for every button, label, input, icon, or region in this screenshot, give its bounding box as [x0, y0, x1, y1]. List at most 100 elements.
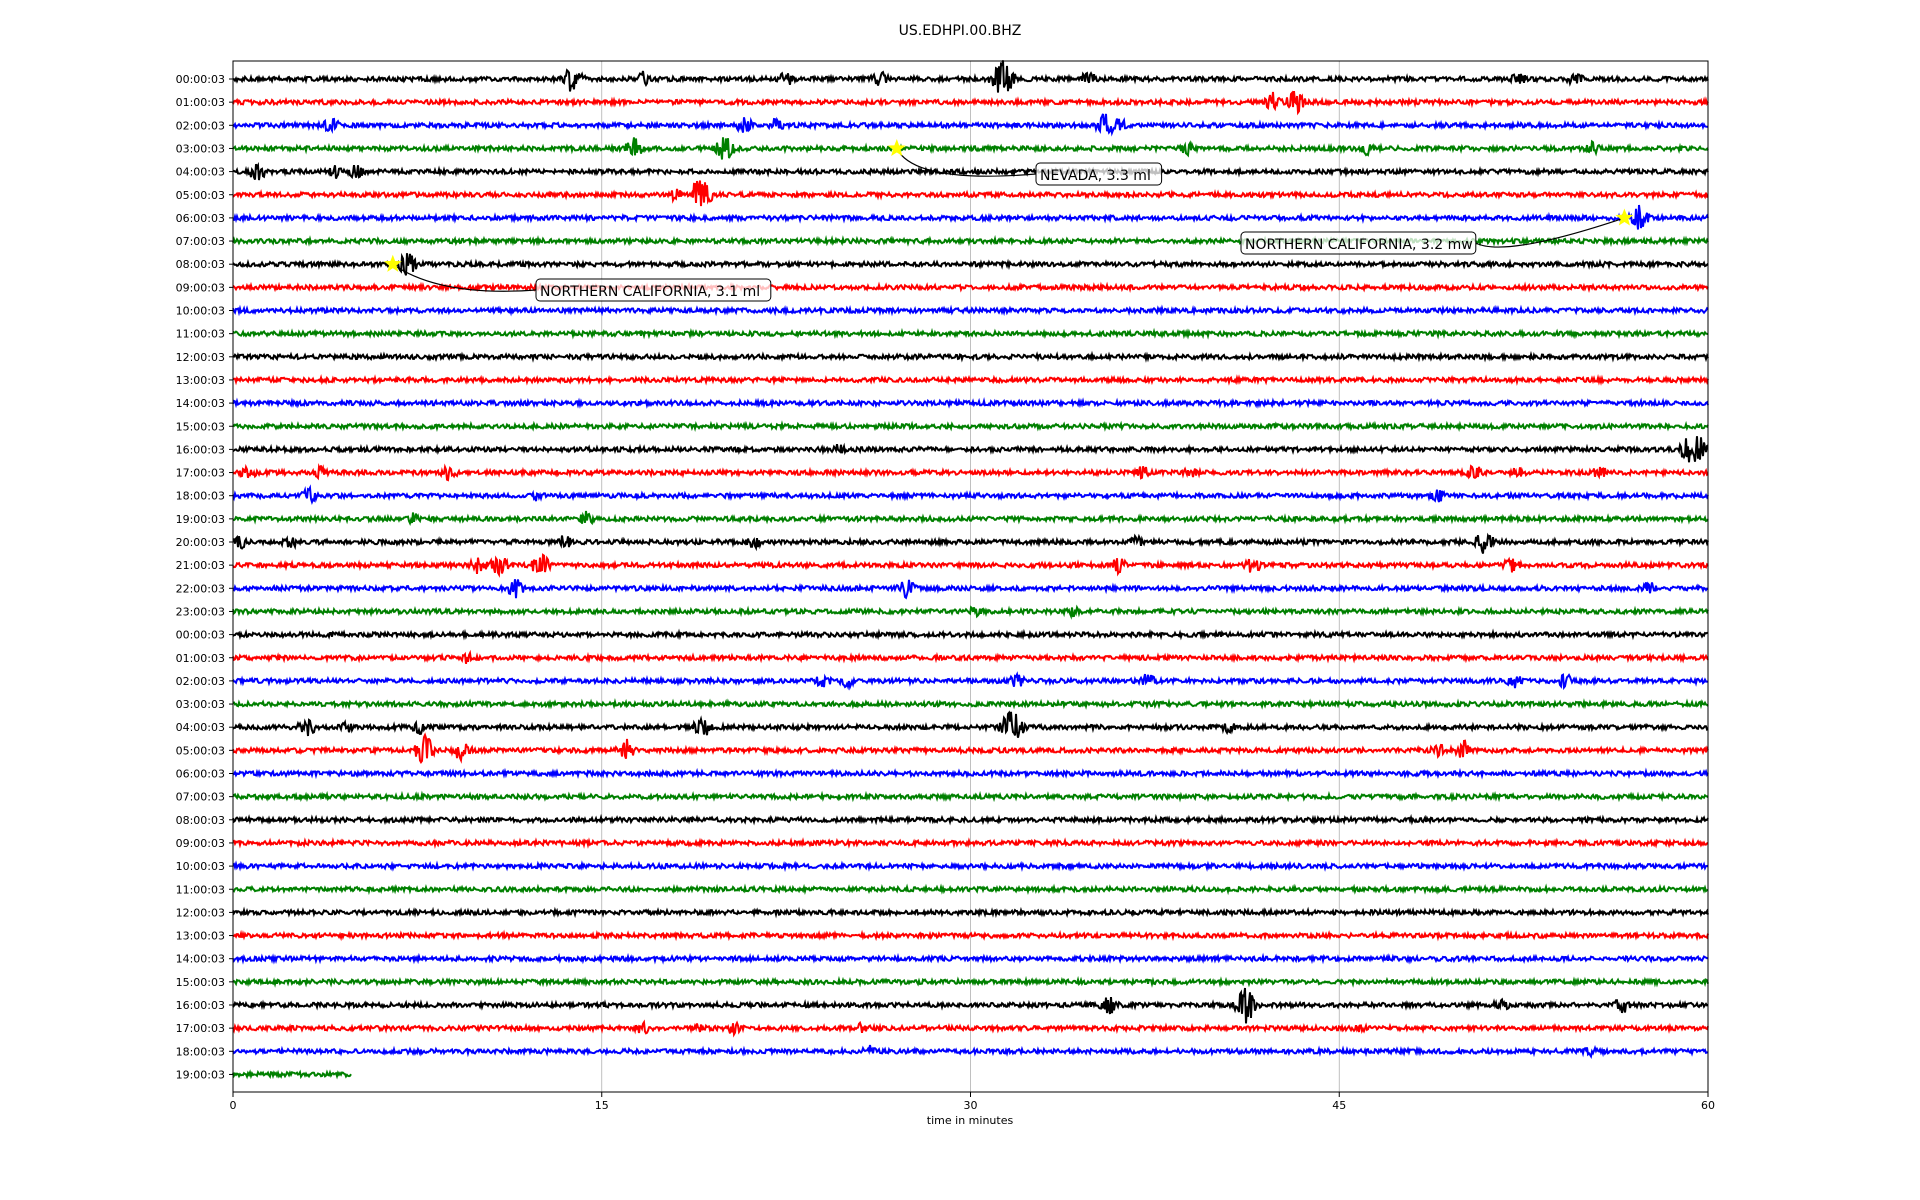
trace-row	[232, 60, 1709, 93]
row-time-label: 11:00:03	[176, 328, 225, 341]
trace-row	[232, 1044, 1709, 1059]
row-time-label: 15:00:03	[176, 420, 225, 433]
row-time-label: 00:00:03	[176, 73, 225, 86]
trace-row	[232, 90, 1709, 116]
trace-row	[232, 281, 1709, 293]
trace-row	[232, 420, 1709, 433]
trace-row	[232, 1019, 1709, 1038]
trace-row	[232, 883, 1709, 896]
trace-row	[232, 161, 1709, 181]
x-tick-label: 60	[1701, 1099, 1715, 1112]
seismogram-traces	[232, 60, 1709, 1080]
row-time-label: 12:00:03	[176, 351, 225, 364]
trace-row	[232, 234, 1709, 248]
trace-row	[232, 436, 1709, 463]
row-time-label: 13:00:03	[176, 930, 225, 943]
trace-row	[232, 906, 1709, 919]
trace-row	[232, 180, 1709, 207]
x-axis: 0 15 30 45 60	[230, 1092, 1715, 1112]
annotation-arrow	[1475, 217, 1625, 248]
event-annotations: NEVADA, 3.3 ml NORTHERN CALIFORNIA, 3.2 m…	[383, 138, 1634, 302]
row-time-label: 22:00:03	[176, 582, 225, 595]
row-time-label: 00:00:03	[176, 629, 225, 642]
trace-row	[232, 767, 1709, 780]
trace-row	[232, 553, 1709, 578]
row-time-label: 17:00:03	[176, 467, 225, 480]
trace-row	[232, 732, 1709, 764]
annotation-arrow	[392, 263, 537, 292]
annotation-box	[535, 278, 772, 302]
row-time-label: 17:00:03	[176, 1022, 225, 1035]
row-time-label: 10:00:03	[176, 305, 225, 318]
x-tick-label: 0	[230, 1099, 237, 1112]
annotation-box	[1240, 231, 1477, 255]
trace-row	[232, 113, 1709, 137]
row-time-label: 14:00:03	[176, 397, 225, 410]
row-time-label: 10:00:03	[176, 860, 225, 873]
row-time-label: 09:00:03	[176, 281, 225, 294]
trace-row	[232, 813, 1709, 826]
row-time-label: 14:00:03	[176, 953, 225, 966]
row-time-label: 19:00:03	[176, 513, 225, 526]
trace-row	[232, 327, 1709, 340]
trace-row	[232, 484, 1709, 505]
trace-row	[232, 987, 1709, 1024]
event-star-marker	[383, 254, 402, 272]
trace-row	[232, 628, 1708, 641]
row-time-label: 16:00:03	[176, 999, 225, 1012]
row-time-label: 23:00:03	[176, 605, 225, 618]
annotation-label: NEVADA, 3.3 ml	[1040, 168, 1151, 184]
chart-title: US.EDHPI.00.BHZ	[899, 23, 1022, 39]
trace-row	[232, 649, 1709, 664]
row-time-label: 07:00:03	[176, 791, 225, 804]
annotation-label: NORTHERN CALIFORNIA, 3.1 ml	[540, 284, 760, 300]
x-tick-label: 15	[595, 1099, 609, 1112]
row-time-label: 03:00:03	[176, 698, 225, 711]
x-tick-label: 30	[964, 1099, 978, 1112]
row-time-label: 06:00:03	[176, 768, 225, 781]
trace-row	[232, 837, 1709, 850]
trace-row	[232, 373, 1709, 387]
trace-row	[232, 137, 1709, 160]
trace-row	[232, 790, 1709, 803]
row-time-label: 12:00:03	[176, 906, 225, 919]
row-time-label: 05:00:03	[176, 744, 225, 757]
row-time-label: 02:00:03	[176, 119, 225, 132]
row-time-label: 21:00:03	[176, 559, 225, 572]
annotation-label: NORTHERN CALIFORNIA, 3.2 mw	[1245, 237, 1473, 253]
x-axis-label: time in minutes	[927, 1114, 1014, 1127]
row-time-label: 04:00:03	[176, 166, 225, 179]
trace-row	[232, 671, 1709, 691]
row-time-label: 08:00:03	[176, 814, 225, 827]
row-time-label: 18:00:03	[176, 1045, 225, 1058]
event-star-marker	[887, 138, 906, 157]
row-time-label: 01:00:03	[176, 652, 225, 665]
row-time-label: 11:00:03	[176, 883, 225, 896]
row-time-label: 18:00:03	[176, 490, 225, 503]
row-time-labels: 00:00:03 01:00:03 02:00:03 03:00:03 04:00:03…	[176, 73, 233, 1081]
row-time-label: 05:00:03	[176, 189, 225, 202]
trace-row	[232, 1069, 352, 1080]
trace-row	[233, 532, 1709, 554]
trace-row	[232, 304, 1709, 317]
trace-row	[232, 252, 1709, 276]
trace-row	[232, 860, 1709, 873]
row-time-label: 04:00:03	[176, 721, 225, 734]
trace-row	[232, 579, 1709, 600]
row-time-label: 13:00:03	[176, 374, 225, 387]
row-time-label: 15:00:03	[176, 976, 225, 989]
trace-row	[232, 350, 1709, 363]
trace-row	[232, 604, 1709, 620]
row-time-label: 09:00:03	[176, 837, 225, 850]
row-time-label: 01:00:03	[176, 96, 225, 109]
trace-row	[232, 710, 1709, 738]
trace-row	[232, 204, 1709, 230]
row-time-label: 20:00:03	[176, 536, 225, 549]
row-time-label: 16:00:03	[176, 443, 225, 456]
trace-row	[232, 510, 1709, 526]
x-tick-label: 45	[1332, 1099, 1346, 1112]
trace-row	[232, 952, 1708, 965]
row-time-label: 08:00:03	[176, 258, 225, 271]
trace-row	[232, 929, 1709, 942]
